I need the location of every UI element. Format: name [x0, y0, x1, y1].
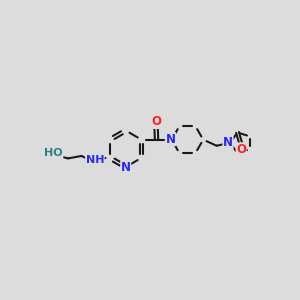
Text: O: O [236, 143, 246, 156]
Text: N: N [165, 133, 176, 146]
Text: NH: NH [85, 155, 104, 165]
Text: N: N [223, 136, 233, 149]
Text: N: N [121, 161, 131, 175]
Text: HO: HO [44, 148, 63, 158]
Text: O: O [151, 116, 161, 128]
